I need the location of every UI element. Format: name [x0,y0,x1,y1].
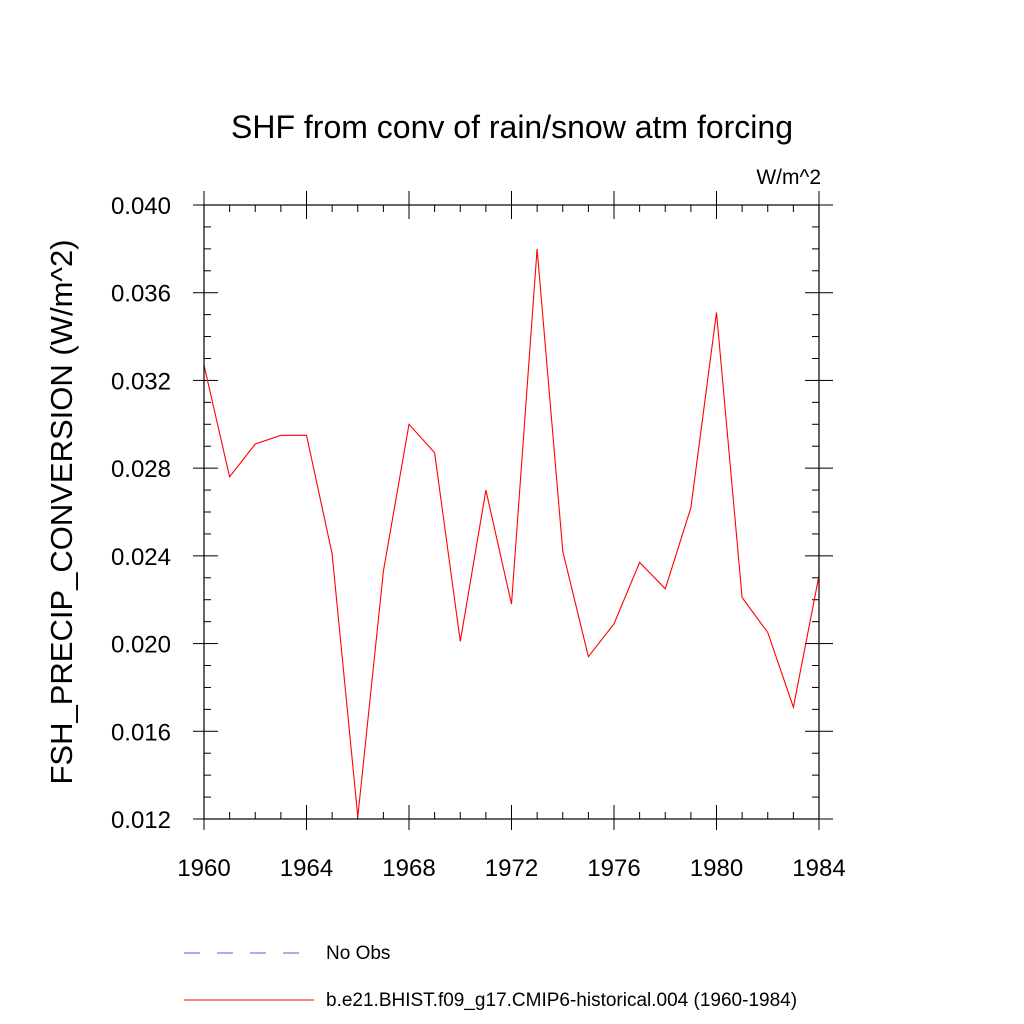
y-tick-labels: 0.012 0.016 0.020 0.024 0.028 0.032 0.036 0.040 [111,193,171,834]
y-tick-label: 0.032 [111,368,171,395]
x-tick-label: 1976 [587,855,640,882]
y-tick-label: 0.040 [111,193,171,220]
chart-title: SHF from conv of rain/snow atm forcing [231,109,793,145]
axis-ticks [193,191,833,830]
series-layer [203,248,820,817]
x-tick-label: 1968 [382,855,435,882]
x-tick-label: 1960 [177,855,230,882]
units-label: W/m^2 [756,166,821,189]
legend-label-historical: b.e21.BHIST.f09_g17.CMIP6-historical.004… [326,990,797,1011]
legend-label-no-obs: No Obs [326,943,390,964]
x-tick-label: 1984 [792,855,845,882]
y-axis-label: FSH_PRECIP_CONVERSION (W/m^2) [44,239,79,784]
x-tick-label: 1964 [280,855,333,882]
x-tick-label: 1980 [690,855,743,882]
legend: No Obs b.e21.BHIST.f09_g17.CMIP6-histori… [184,943,797,1011]
plot-frame [203,204,820,820]
y-tick-label: 0.016 [111,719,171,746]
y-tick-label: 0.012 [111,807,171,834]
x-tick-labels: 1960 1964 1968 1972 1976 1980 1984 [177,855,845,882]
y-tick-label: 0.020 [111,632,171,659]
y-tick-label: 0.028 [111,456,171,483]
x-tick-label: 1972 [485,855,538,882]
series-line [203,248,820,817]
y-tick-label: 0.024 [111,544,171,571]
y-tick-label: 0.036 [111,281,171,308]
